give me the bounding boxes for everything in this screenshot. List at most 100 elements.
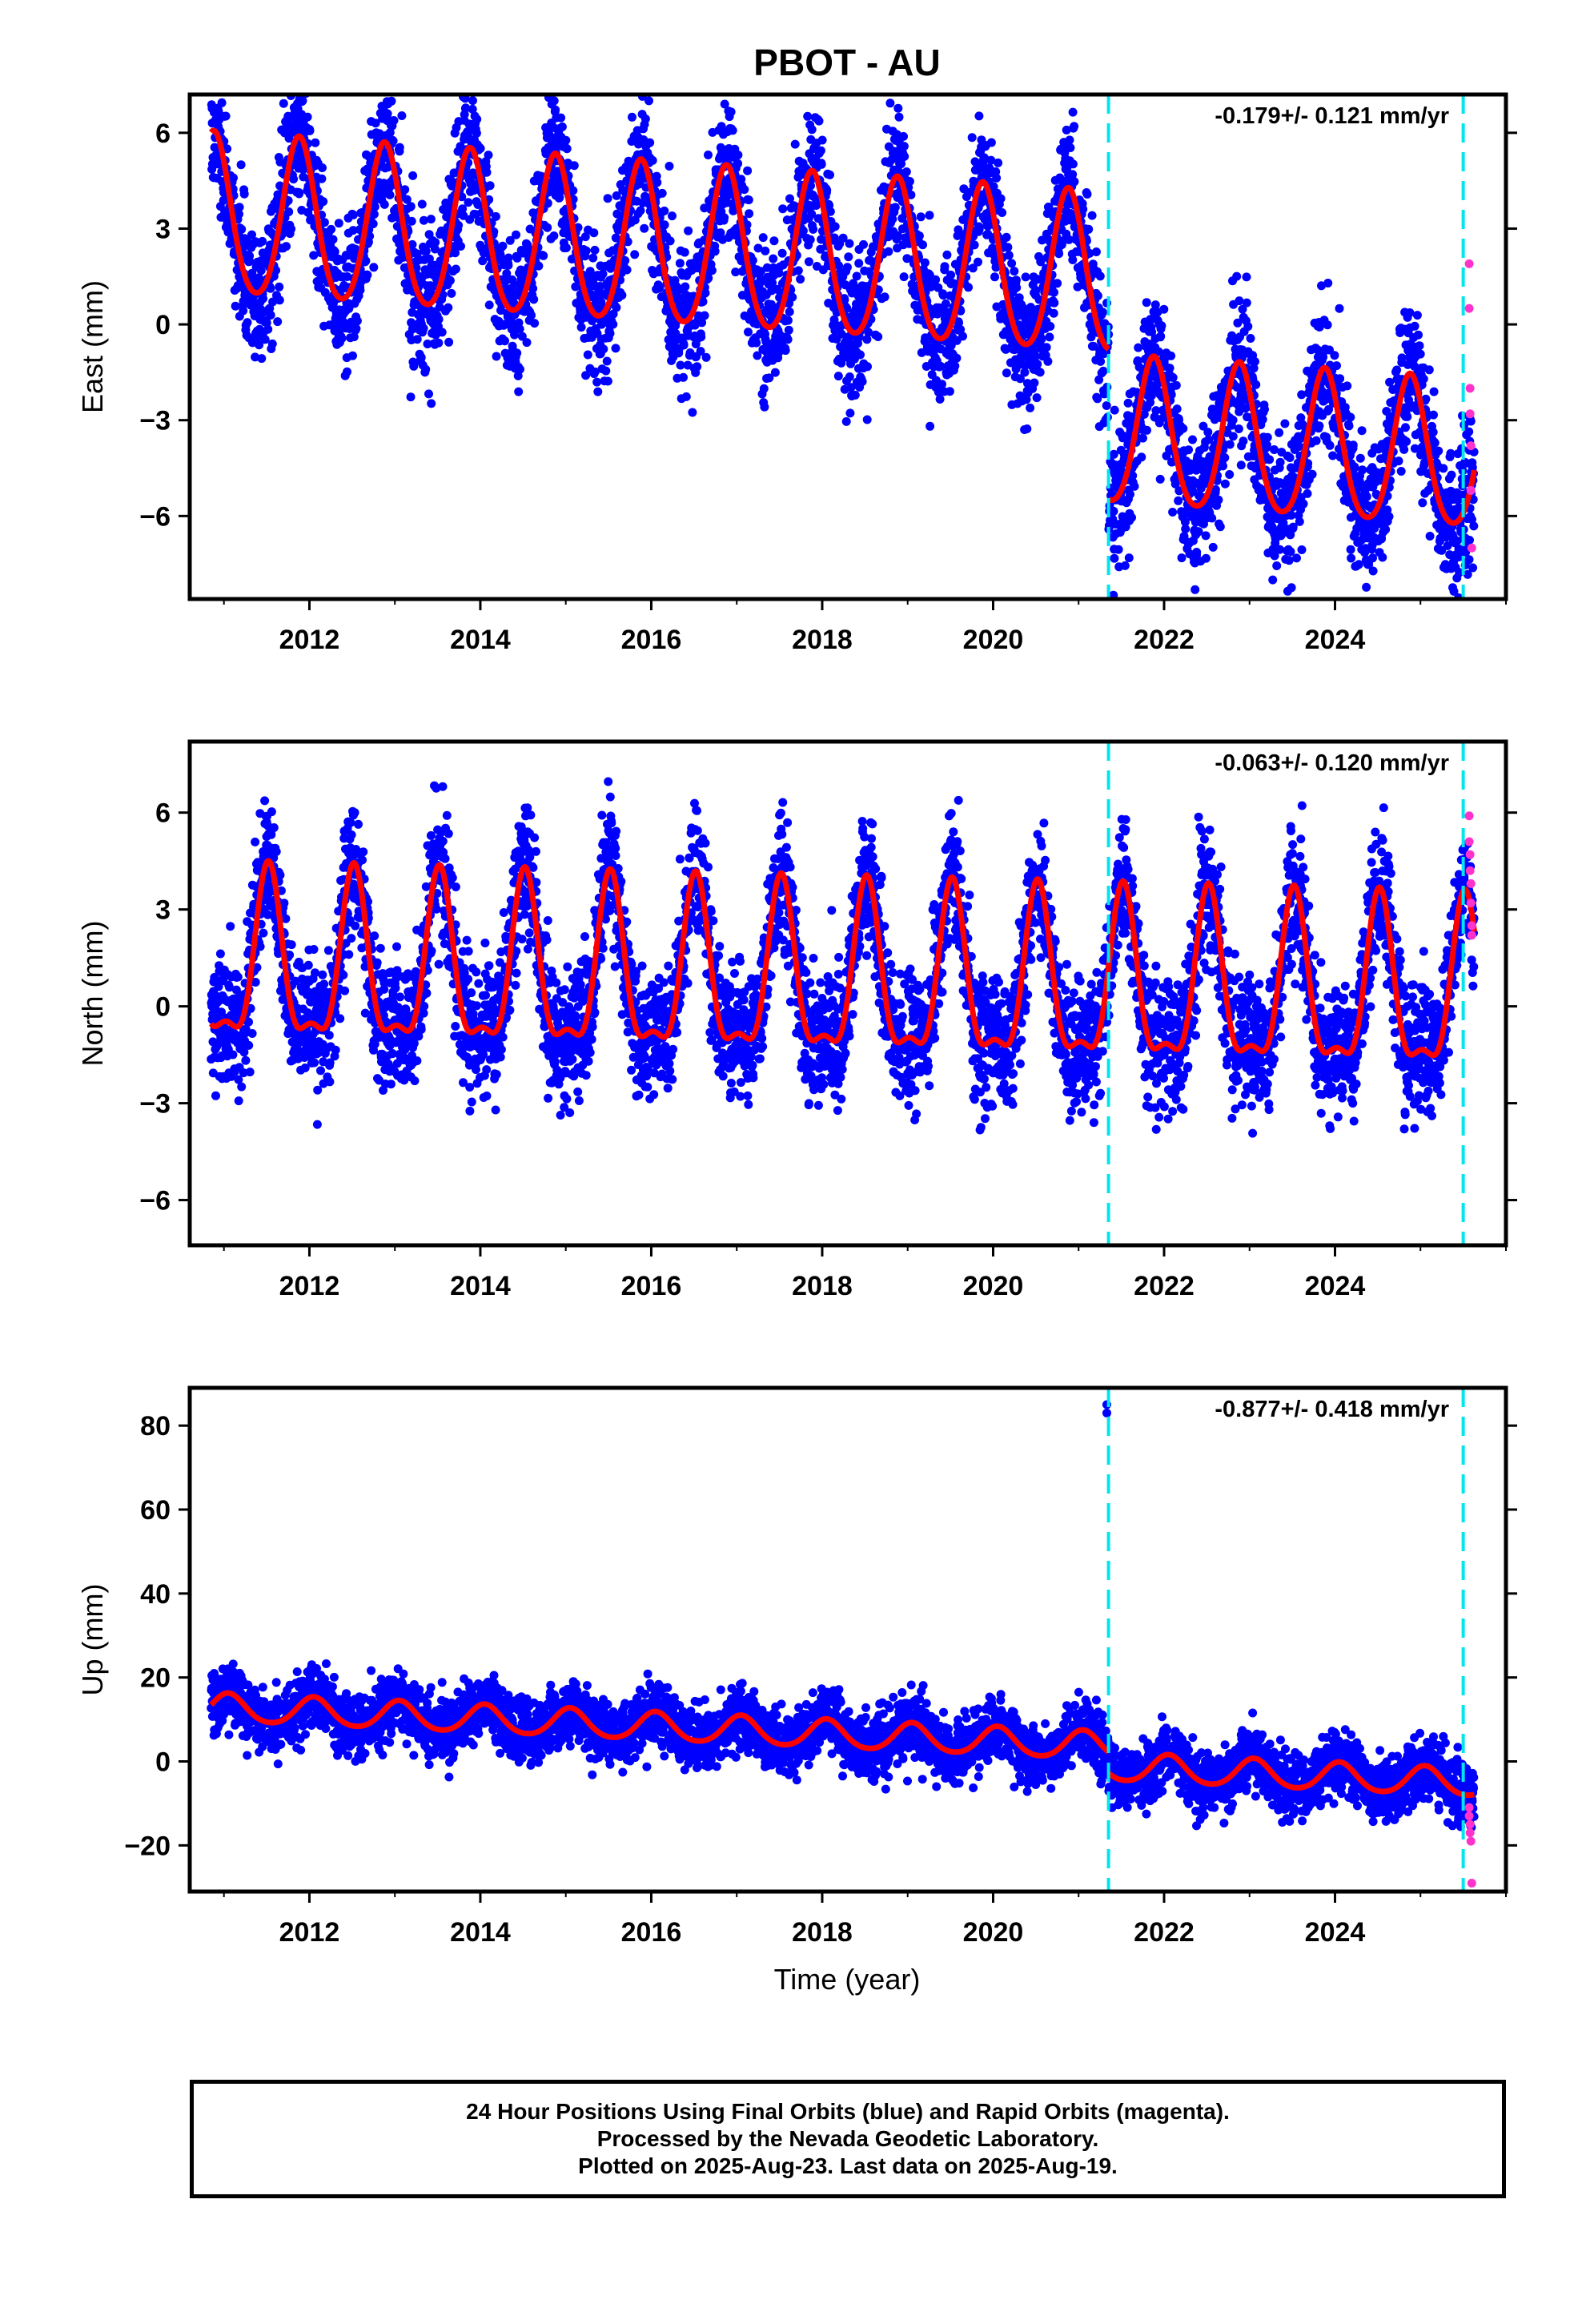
data-point xyxy=(1123,398,1133,408)
data-point xyxy=(605,328,615,338)
data-point xyxy=(1260,404,1269,414)
data-point xyxy=(571,282,580,292)
data-point xyxy=(514,387,524,396)
data-point xyxy=(1225,440,1235,449)
data-point xyxy=(505,235,515,245)
data-point xyxy=(1402,436,1411,446)
data-point xyxy=(581,371,591,380)
data-point xyxy=(885,99,895,108)
data-point xyxy=(1311,436,1321,445)
data-point xyxy=(1098,366,1108,376)
data-point xyxy=(994,158,1003,167)
data-point xyxy=(833,372,843,381)
data-point xyxy=(1286,547,1295,557)
data-point xyxy=(472,115,482,124)
data-point xyxy=(370,202,379,211)
data-point xyxy=(266,283,275,293)
data-point xyxy=(568,186,578,195)
data-point xyxy=(862,415,872,424)
data-point xyxy=(593,387,603,396)
data-point xyxy=(1263,432,1272,442)
data-point xyxy=(1303,489,1312,498)
data-point xyxy=(236,160,246,170)
data-point xyxy=(348,210,358,219)
data-point xyxy=(408,239,417,249)
data-point xyxy=(256,266,266,275)
data-point xyxy=(1280,419,1290,428)
data-point xyxy=(598,269,608,279)
data-point xyxy=(522,338,532,348)
data-point xyxy=(485,181,495,191)
data-point xyxy=(671,328,681,338)
data-point xyxy=(484,151,493,160)
data-point xyxy=(693,362,702,372)
data-point xyxy=(857,377,867,386)
data-point xyxy=(761,246,770,255)
data-point xyxy=(636,79,644,88)
data-point xyxy=(612,191,621,200)
data-point xyxy=(1142,298,1151,308)
data-point xyxy=(1102,401,1111,410)
data-point xyxy=(700,311,709,320)
data-point xyxy=(899,272,909,282)
data-point xyxy=(385,190,395,199)
data-point xyxy=(543,223,552,232)
data-point xyxy=(1165,364,1174,373)
data-point xyxy=(938,380,946,389)
data-point xyxy=(852,271,861,281)
data-point xyxy=(416,352,426,362)
data-point xyxy=(1357,426,1367,436)
data-point xyxy=(303,82,311,91)
data-point xyxy=(214,107,223,116)
data-point xyxy=(454,220,464,230)
data-point xyxy=(1042,343,1051,352)
data-point xyxy=(894,112,904,122)
data-point xyxy=(1002,232,1011,242)
data-point xyxy=(208,83,217,92)
data-point xyxy=(458,204,468,214)
data-point xyxy=(283,111,293,121)
data-point xyxy=(1124,553,1134,563)
data-point xyxy=(498,241,508,251)
data-point xyxy=(974,111,984,121)
data-point xyxy=(515,324,524,334)
data-point xyxy=(777,248,787,258)
data-point xyxy=(652,178,662,187)
data-point xyxy=(266,311,275,320)
data-point xyxy=(287,224,296,234)
data-point xyxy=(845,372,854,381)
plot-area xyxy=(207,58,1479,619)
data-point xyxy=(385,128,395,137)
data-point xyxy=(1201,610,1210,619)
data-point xyxy=(349,332,359,342)
data-point xyxy=(1043,356,1053,366)
data-point xyxy=(491,211,500,221)
data-point xyxy=(880,292,889,302)
data-point xyxy=(1201,553,1211,563)
data-point xyxy=(814,116,824,126)
data-point xyxy=(445,275,455,285)
data-point xyxy=(271,266,281,275)
data-point xyxy=(510,330,519,340)
data-point xyxy=(1368,566,1378,576)
data-point xyxy=(588,253,598,263)
data-point xyxy=(527,311,536,320)
data-point xyxy=(209,75,218,84)
data-point xyxy=(890,203,900,212)
data-point xyxy=(920,258,930,267)
data-point xyxy=(492,352,501,361)
data-point xyxy=(302,66,311,75)
data-point xyxy=(460,94,470,103)
data-point xyxy=(500,336,509,346)
data-point xyxy=(382,75,391,84)
data-point xyxy=(374,58,383,66)
data-point xyxy=(816,146,825,155)
data-point xyxy=(220,59,229,68)
data-point xyxy=(1003,243,1013,252)
data-point xyxy=(1068,159,1078,169)
data-point xyxy=(805,235,815,244)
data-point xyxy=(679,340,689,350)
data-point xyxy=(1026,403,1035,412)
data-point xyxy=(211,69,219,78)
data-point xyxy=(1397,353,1407,363)
